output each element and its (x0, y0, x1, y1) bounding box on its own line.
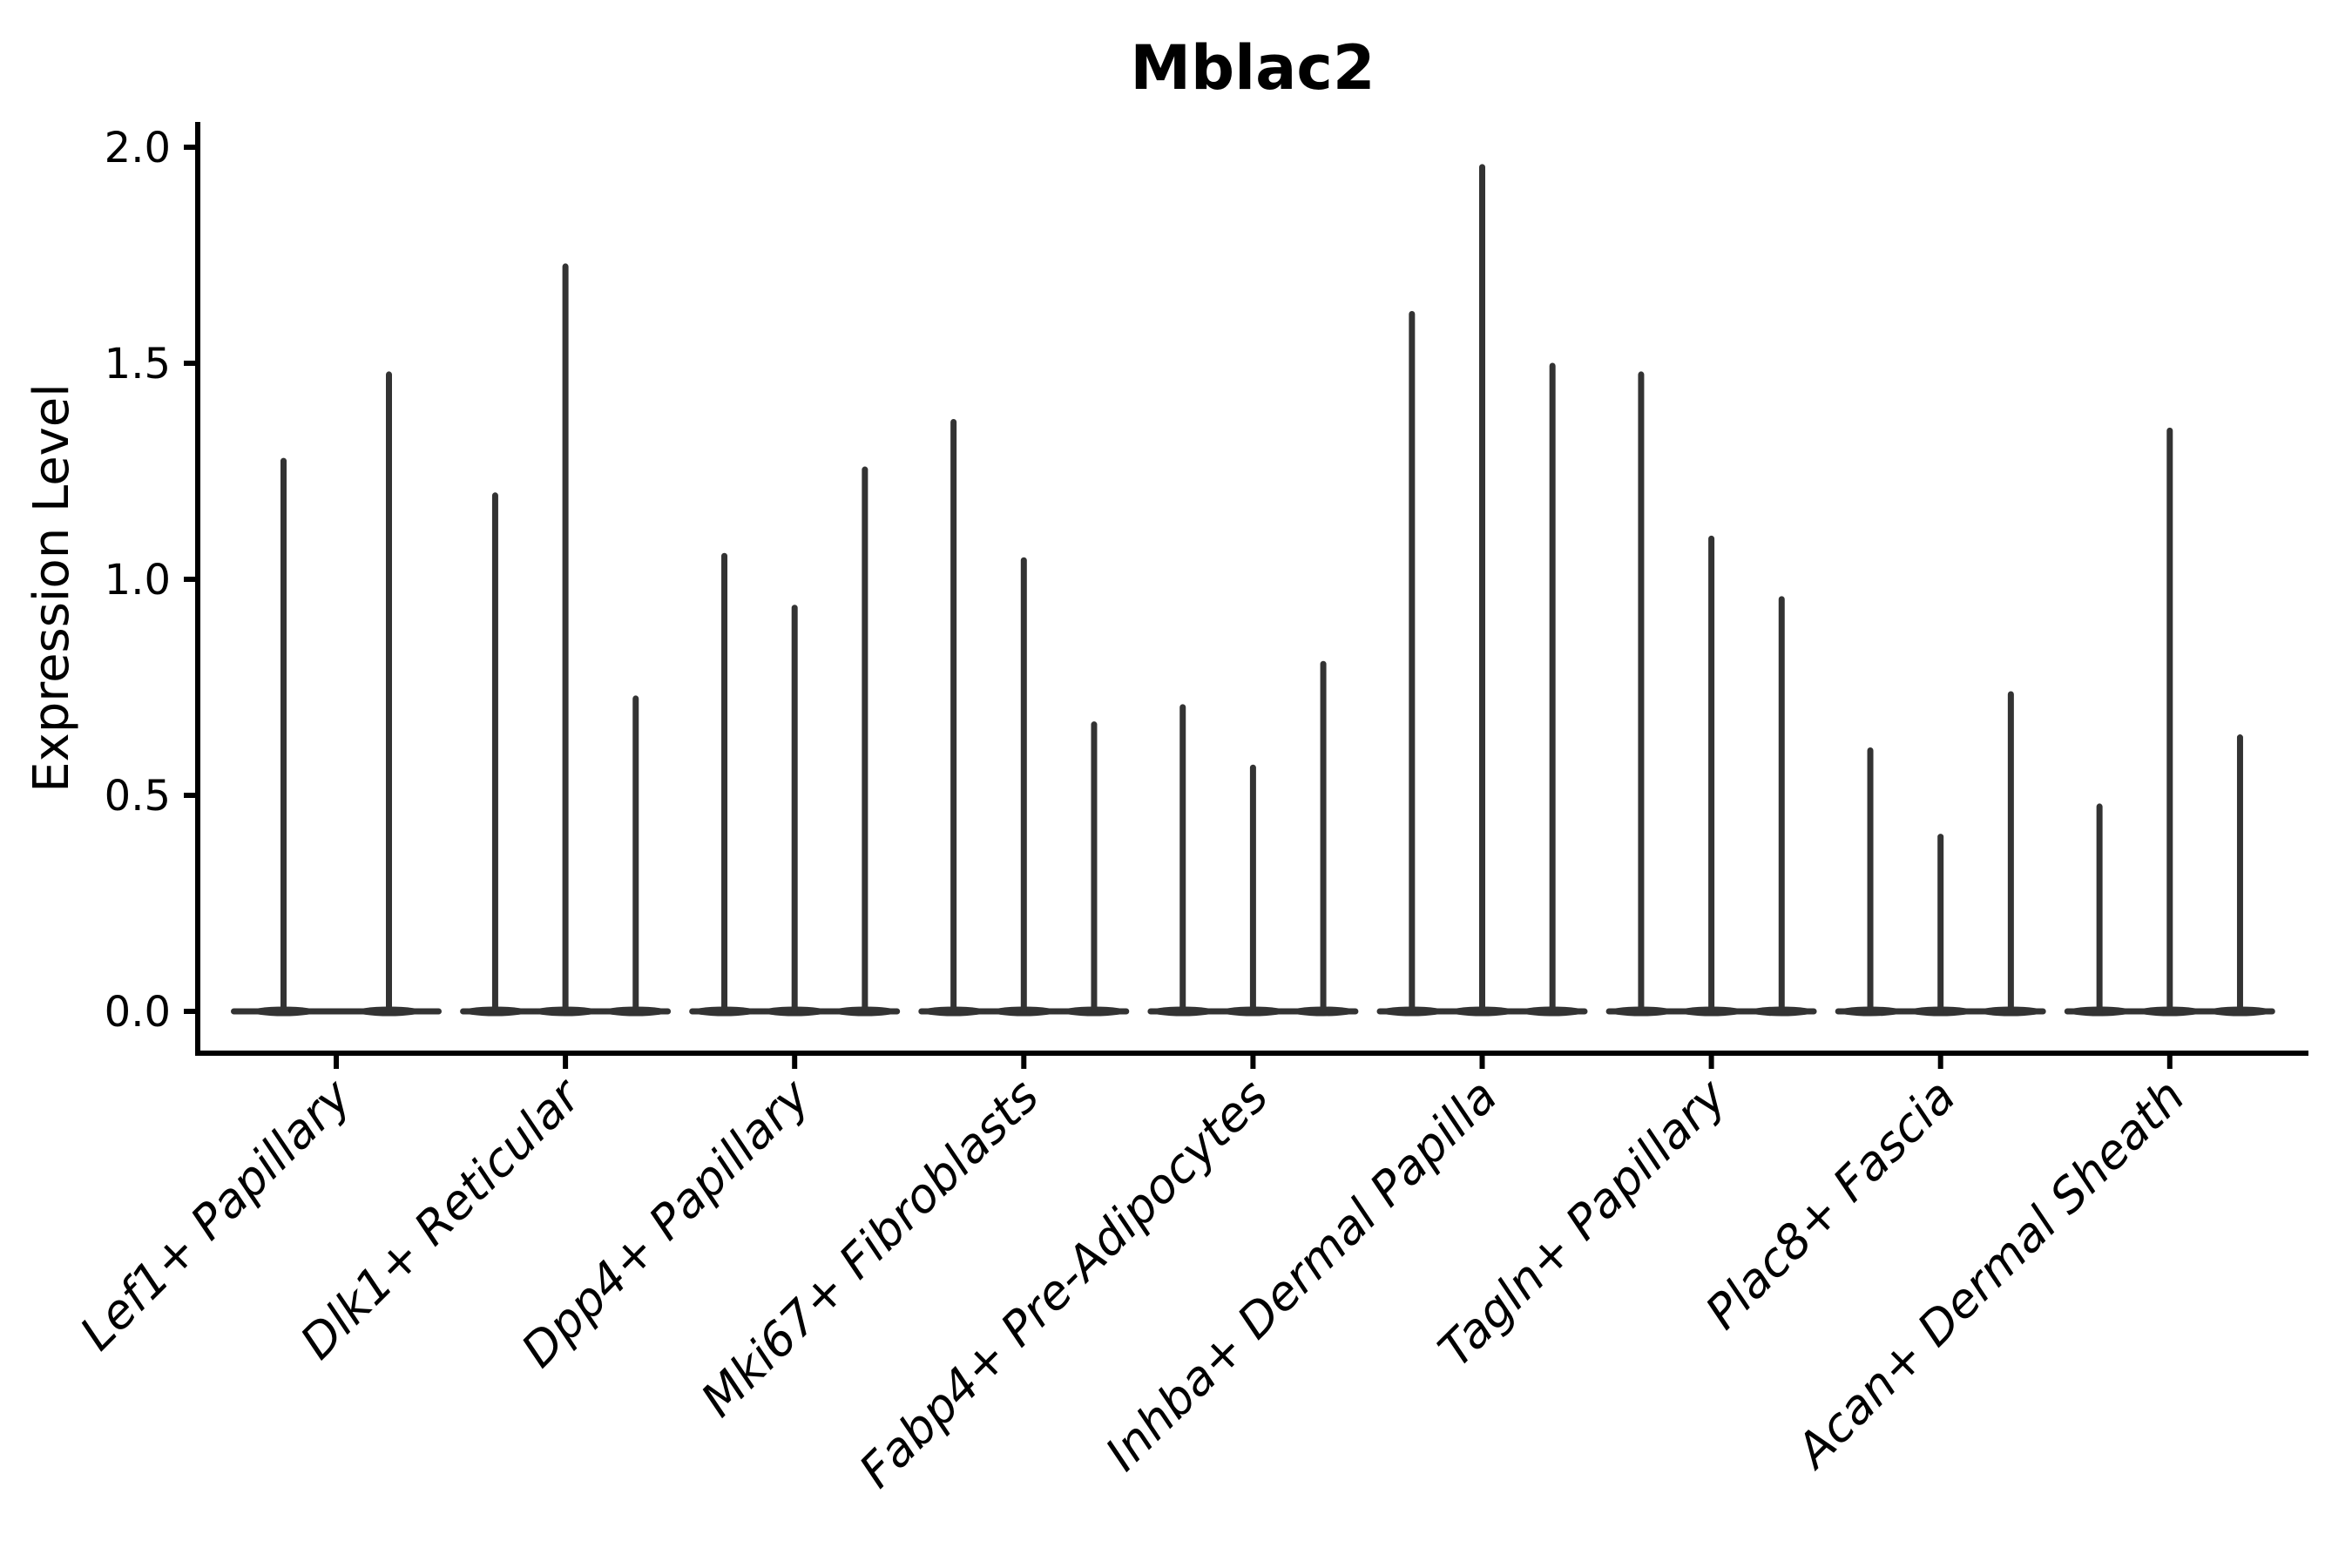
y-tick-label: 1.5 (105, 340, 171, 389)
y-tick-label: 0.5 (105, 772, 171, 821)
y-tick-label: 2.0 (105, 124, 171, 172)
x-tick-label: Inhba+ Dermal Papilla (1095, 1069, 1508, 1482)
chart-title: Mblac2 (1130, 32, 1375, 104)
violins-layer (231, 164, 2275, 1017)
y-tick-label: 0.0 (105, 988, 171, 1037)
x-tick-label: Fabp4+ Pre-Adipocytes (848, 1069, 1278, 1498)
y-axis-label: Expression Level (24, 383, 80, 793)
y-tick-label: 1.0 (105, 556, 171, 605)
x-tick-label: Acan+ Dermal Sheath (1784, 1069, 2195, 1480)
axes (184, 122, 2308, 1069)
